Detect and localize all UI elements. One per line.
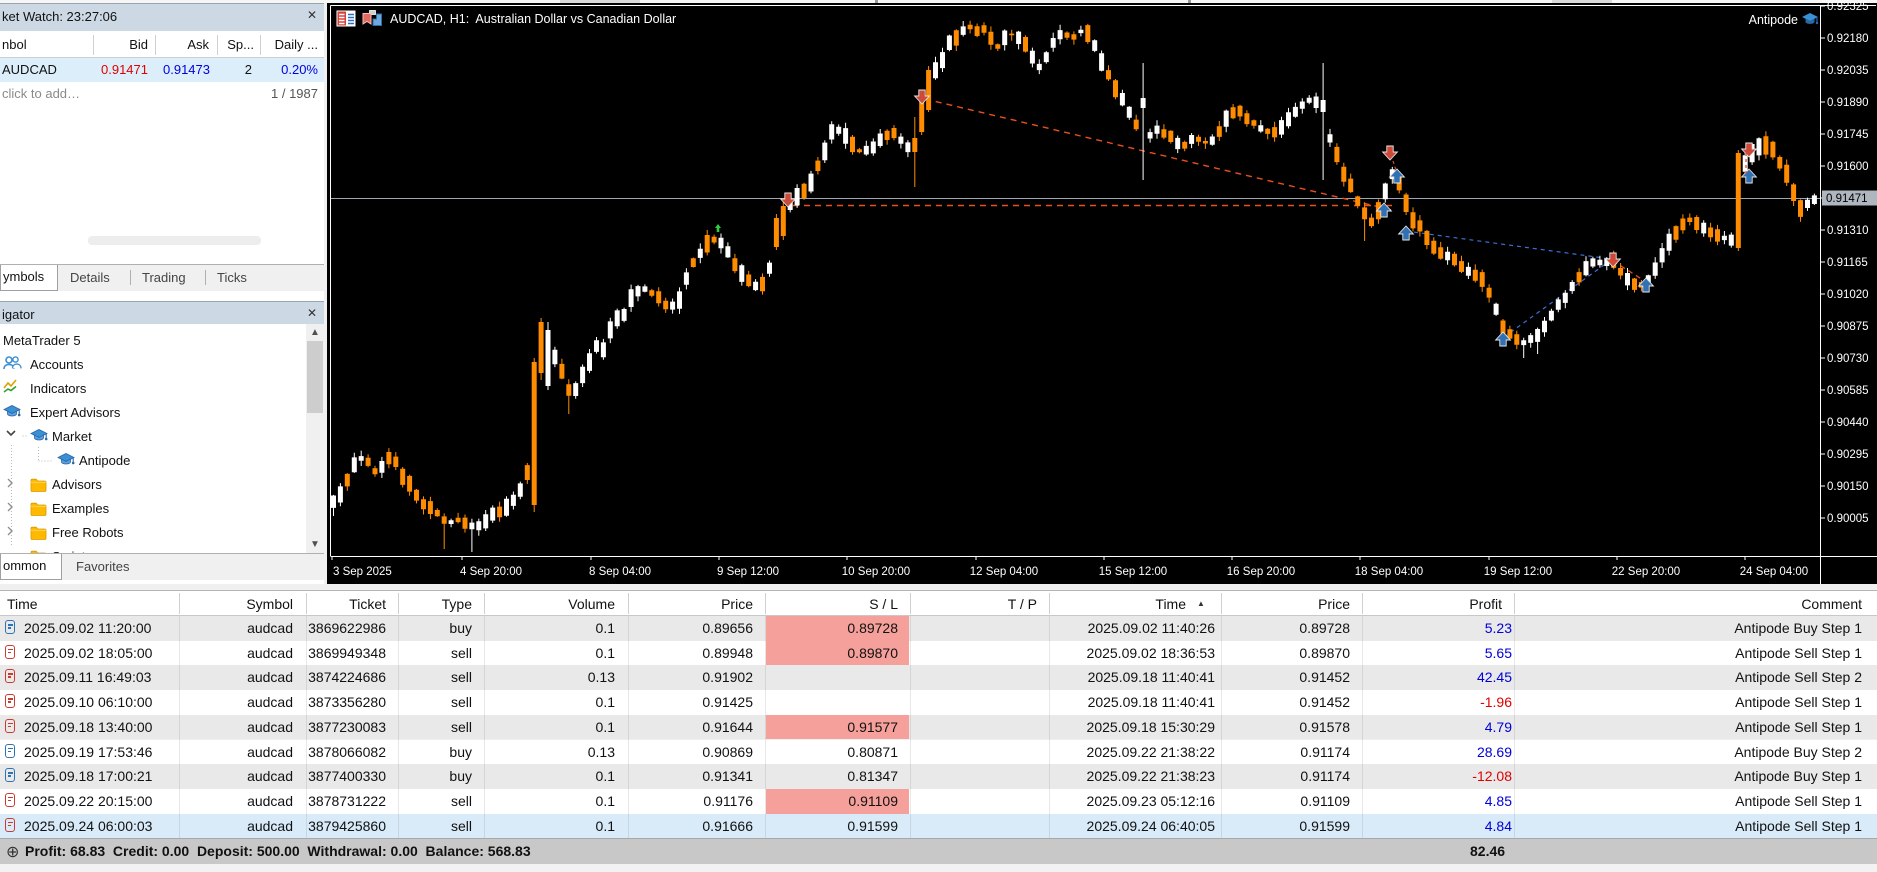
svg-text:16 Sep 20:00: 16 Sep 20:00 — [1227, 566, 1295, 578]
svg-text:12 Sep 04:00: 12 Sep 04:00 — [970, 566, 1038, 578]
svg-text:0.90875: 0.90875 — [1827, 321, 1869, 333]
svg-text:9 Sep 12:00: 9 Sep 12:00 — [717, 566, 779, 578]
svg-text:24 Sep 04:00: 24 Sep 04:00 — [1740, 566, 1808, 578]
svg-text:0.91600: 0.91600 — [1827, 161, 1869, 173]
svg-text:0.91890: 0.91890 — [1827, 97, 1869, 109]
svg-text:4 Sep 20:00: 4 Sep 20:00 — [460, 566, 522, 578]
svg-text:Antipode: Antipode — [1749, 13, 1798, 27]
svg-text:0.90150: 0.90150 — [1827, 481, 1869, 493]
svg-text:0.90440: 0.90440 — [1827, 417, 1869, 429]
svg-text:0.90295: 0.90295 — [1827, 449, 1869, 461]
svg-text:0.91310: 0.91310 — [1827, 225, 1869, 237]
svg-text:0.91745: 0.91745 — [1827, 129, 1869, 141]
svg-text:8 Sep 04:00: 8 Sep 04:00 — [589, 566, 651, 578]
svg-text:0.90585: 0.90585 — [1827, 385, 1869, 397]
svg-text:15 Sep 12:00: 15 Sep 12:00 — [1099, 566, 1167, 578]
svg-text:AUDCAD, H1: Australian Dollar: AUDCAD, H1: Australian Dollar vs Canadia… — [390, 12, 676, 26]
svg-text:0.90005: 0.90005 — [1827, 513, 1869, 525]
svg-text:0.90730: 0.90730 — [1827, 353, 1869, 365]
svg-text:0.91165: 0.91165 — [1827, 257, 1868, 269]
svg-text:18 Sep 04:00: 18 Sep 04:00 — [1355, 566, 1423, 578]
svg-text:0.91020: 0.91020 — [1827, 289, 1869, 301]
svg-text:3 Sep 2025: 3 Sep 2025 — [333, 566, 392, 578]
svg-text:0.92035: 0.92035 — [1827, 65, 1869, 77]
svg-text:0.92180: 0.92180 — [1827, 33, 1869, 45]
svg-text:0.91471: 0.91471 — [1826, 193, 1868, 205]
svg-text:22 Sep 20:00: 22 Sep 20:00 — [1612, 566, 1680, 578]
svg-text:0.92325: 0.92325 — [1827, 1, 1869, 13]
svg-text:10 Sep 20:00: 10 Sep 20:00 — [842, 566, 910, 578]
svg-text:19 Sep 12:00: 19 Sep 12:00 — [1484, 566, 1552, 578]
